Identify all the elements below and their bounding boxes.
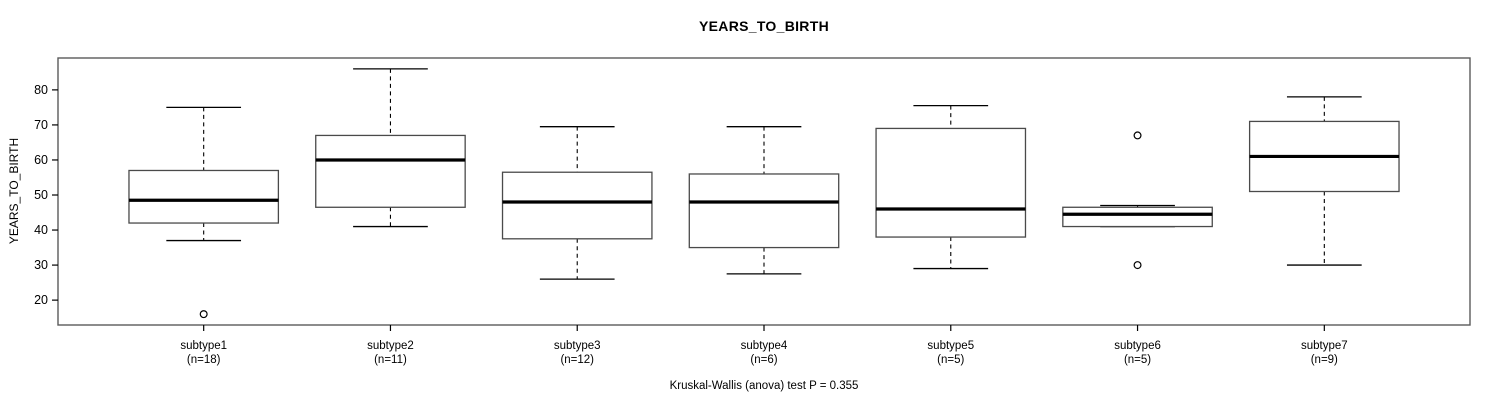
x-tick-sublabel: (n=6) — [750, 354, 777, 366]
x-tick-label: subtype1 — [180, 340, 227, 352]
y-tick-label: 80 — [34, 83, 48, 97]
x-tick-sublabel: (n=9) — [1311, 354, 1338, 366]
x-tick-label: subtype7 — [1301, 340, 1348, 352]
outlier-point — [1133, 261, 1142, 270]
y-tick-label: 40 — [34, 223, 48, 237]
y-tick-label: 30 — [34, 258, 48, 272]
x-tick-label: subtype5 — [927, 340, 974, 352]
iqr-box — [128, 169, 280, 224]
x-tick-label: subtype4 — [741, 340, 788, 352]
kruskal-wallis-annotation: Kruskal-Wallis (anova) test P = 0.355 — [669, 380, 859, 392]
x-tick-sublabel: (n=5) — [1124, 354, 1151, 366]
iqr-box — [501, 171, 653, 240]
x-tick-label: subtype2 — [367, 340, 414, 352]
x-tick-label: subtype3 — [554, 340, 601, 352]
y-tick-label: 70 — [34, 118, 48, 132]
iqr-box — [875, 127, 1027, 238]
outlier-point — [199, 310, 208, 319]
y-tick-label: 20 — [34, 293, 48, 307]
x-tick-sublabel: (n=18) — [187, 354, 221, 366]
x-tick-label: subtype6 — [1114, 340, 1161, 352]
y-tick-label: 50 — [34, 188, 48, 202]
iqr-box — [315, 134, 466, 208]
y-tick-label: 60 — [34, 153, 48, 167]
x-tick-sublabel: (n=12) — [560, 354, 594, 366]
iqr-box — [688, 173, 840, 249]
outlier-point — [1133, 131, 1142, 140]
iqr-box — [1062, 206, 1213, 228]
x-tick-sublabel: (n=11) — [374, 354, 407, 366]
x-tick-sublabel: (n=5) — [937, 354, 964, 366]
chart-title: YEARS_TO_BIRTH — [699, 18, 829, 34]
